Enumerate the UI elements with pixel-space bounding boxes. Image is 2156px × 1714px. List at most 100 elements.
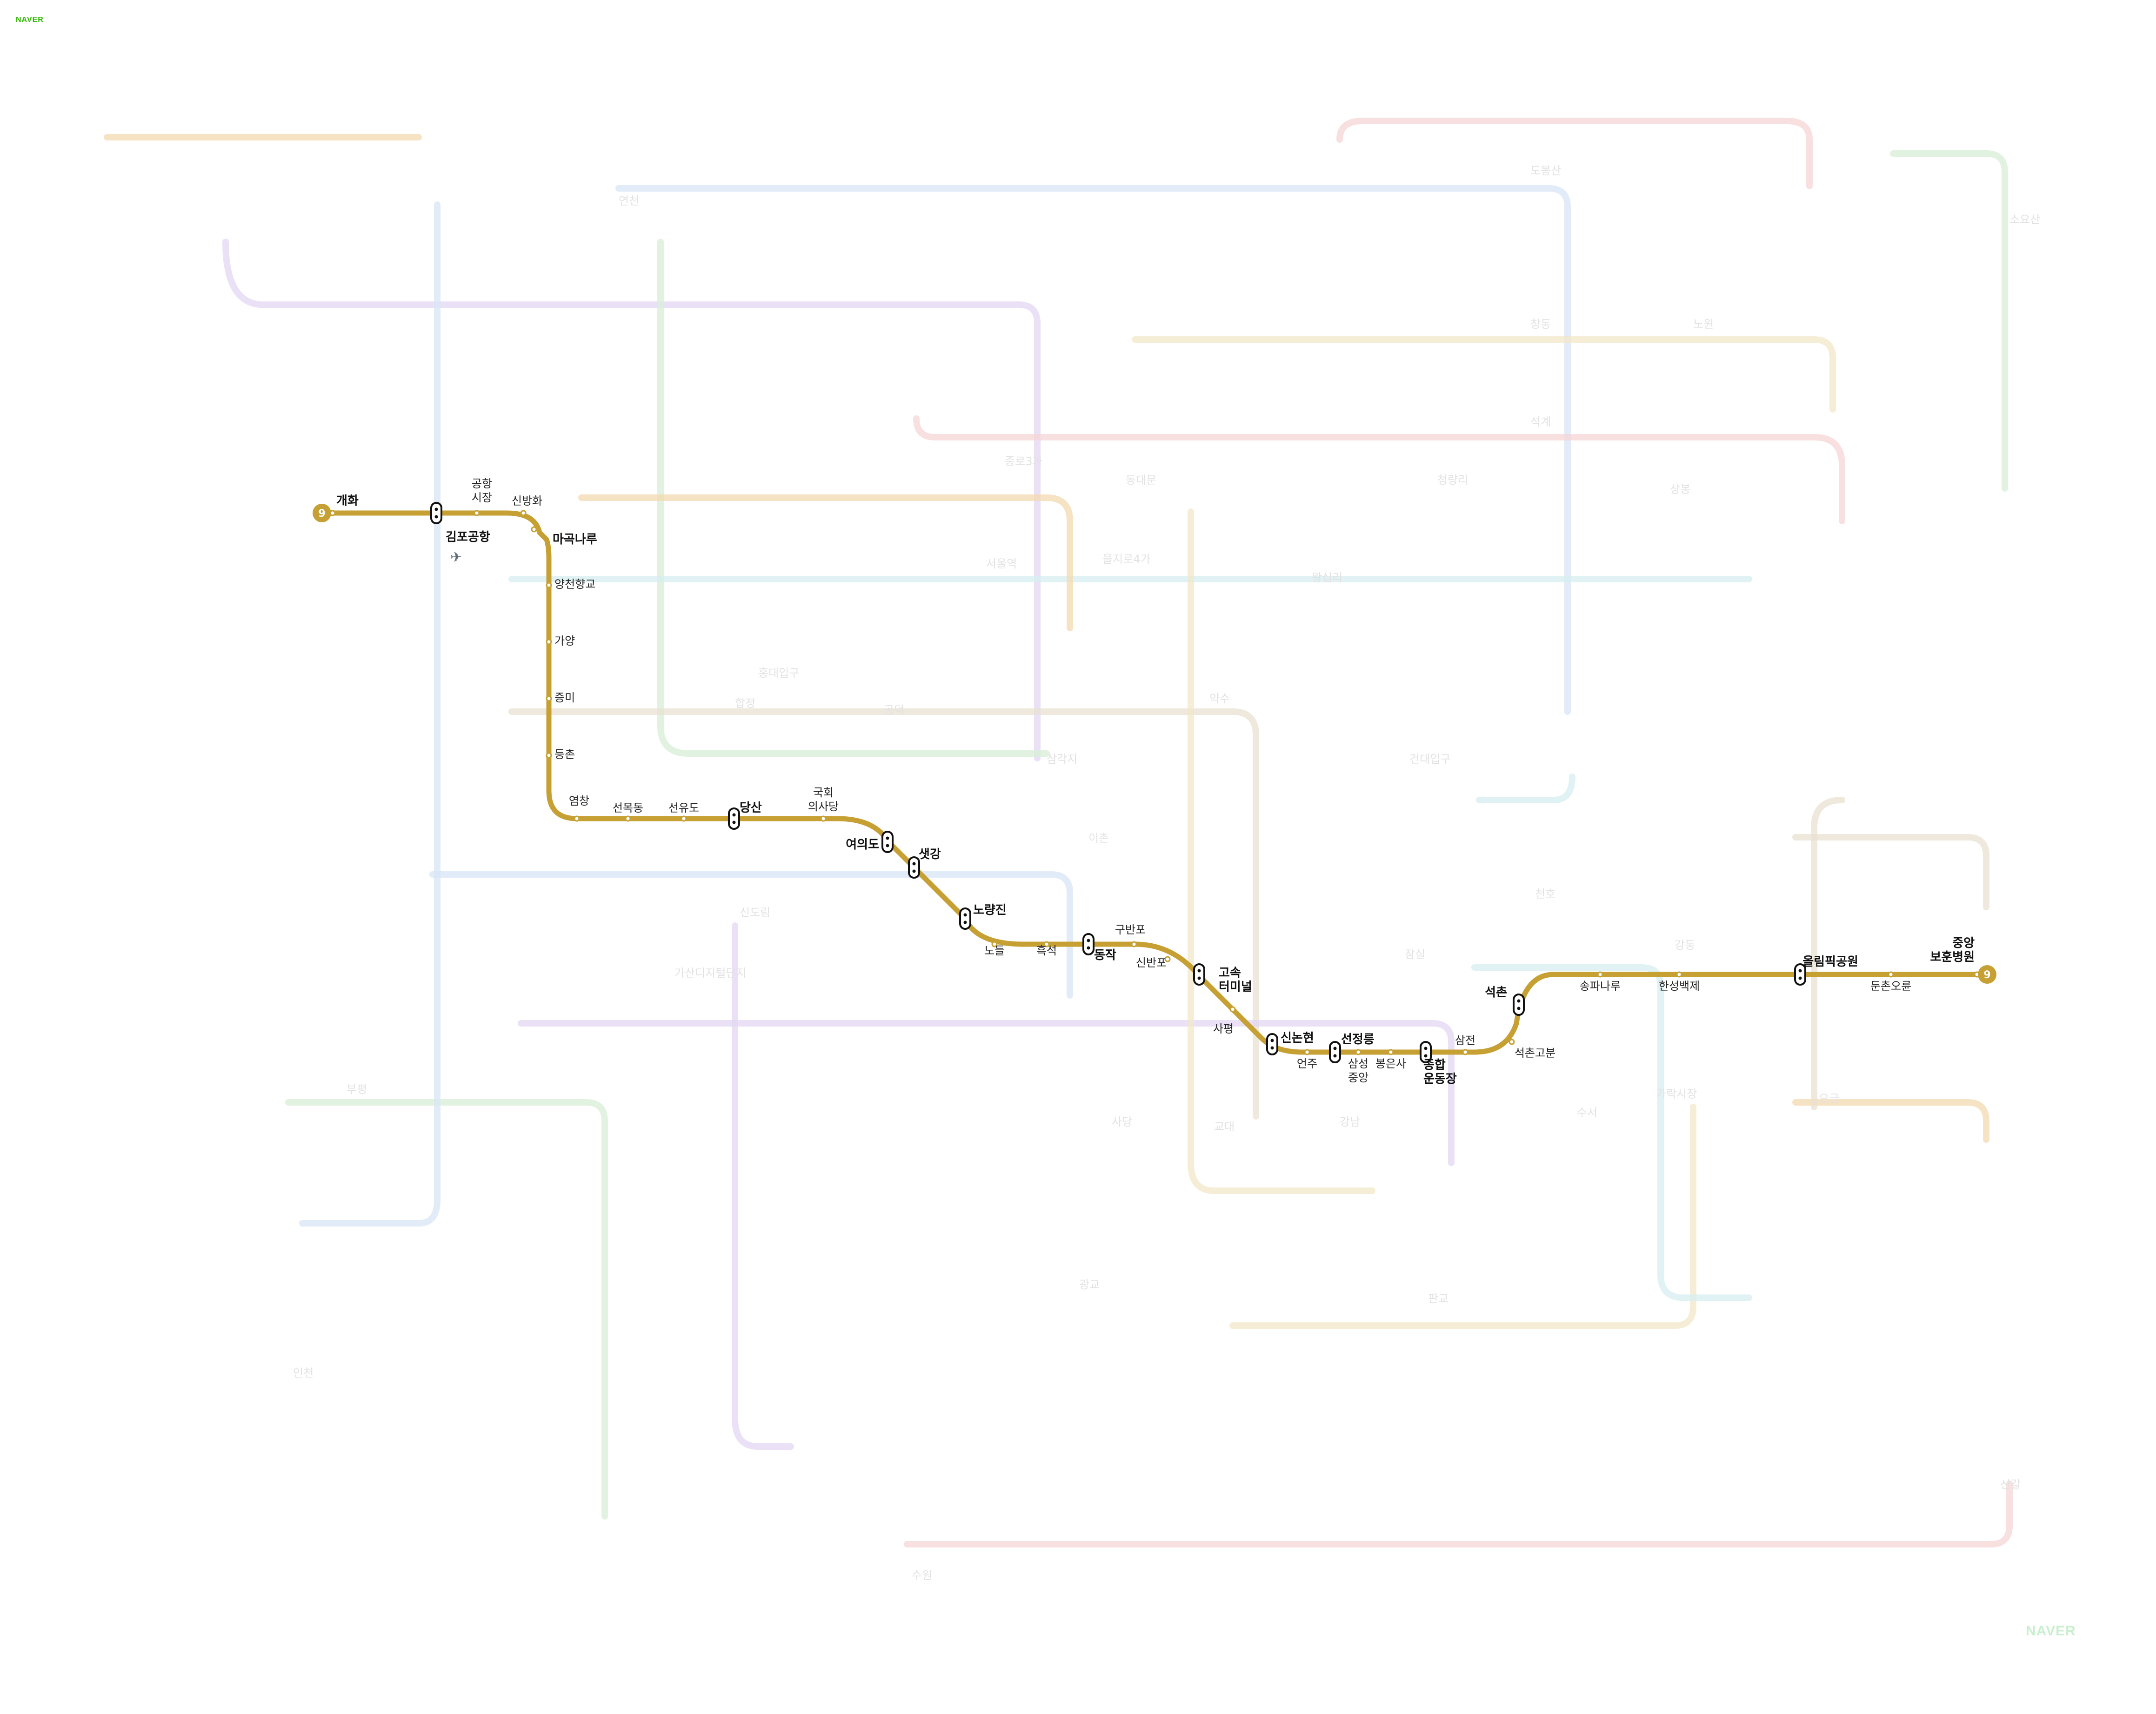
background-line (578, 494, 1073, 631)
background-line (913, 415, 1845, 524)
station-6[interactable]: 가양 (546, 634, 575, 647)
background-station-label: 건대입구 (1409, 753, 1450, 766)
station-label: 선목동 (613, 801, 643, 814)
station-17[interactable]: 노들 (984, 941, 1005, 957)
station-34[interactable]: 한성백제 (1659, 971, 1700, 993)
transfer-station-marker (430, 502, 442, 524)
transfer-station-marker (908, 856, 920, 879)
station-24[interactable]: 신논현 (1266, 1031, 1314, 1055)
station-2[interactable]: 공항 시장 (472, 477, 492, 516)
transfer-dot (1087, 946, 1090, 950)
station-36[interactable]: 둔촌오륜 (1870, 971, 1911, 993)
station-0[interactable]: 개화 (329, 494, 359, 516)
station-dot (1509, 1039, 1515, 1045)
station-dot (681, 815, 687, 822)
station-label: 국회 의사당 (808, 786, 839, 813)
naver-logo-top: NAVER (16, 16, 44, 24)
background-station-label: 천호 (1535, 887, 1555, 900)
station-dot (1304, 1049, 1310, 1055)
station-dot (546, 582, 552, 588)
transfer-dot (886, 836, 889, 840)
station-12[interactable]: 당산 (728, 801, 762, 830)
line-9-badge-end (1978, 965, 1996, 984)
station-label: 여의도 (846, 838, 879, 852)
background-station-label: 수서 (1577, 1106, 1597, 1119)
background-station-label: 수원 (912, 1569, 932, 1582)
station-29[interactable]: 종합 운동장 (1420, 1041, 1457, 1086)
background-station-label: 신도림 (740, 906, 770, 919)
station-label: 한성백제 (1659, 980, 1700, 993)
station-dot (546, 639, 552, 645)
background-station-label: 창동 (1530, 318, 1551, 331)
background-station-label: 연천 (619, 194, 639, 207)
station-32[interactable]: 석촌 (1485, 986, 1525, 1016)
station-label: 동작 (1094, 948, 1116, 962)
transfer-dot (434, 515, 438, 519)
station-33[interactable]: 송파나루 (1580, 971, 1621, 993)
station-label: 사평 (1213, 1022, 1234, 1035)
station-3[interactable]: 신방화 (512, 494, 542, 516)
background-station-label: 왕십리 (1312, 571, 1342, 584)
station-11[interactable]: 선유도 (668, 801, 699, 822)
background-station-label: 노원 (1693, 318, 1714, 331)
station-35[interactable]: 올림픽공원 (1794, 955, 1858, 986)
station-label: 고속 터미널 (1219, 966, 1252, 994)
station-5[interactable]: 양천향교 (546, 578, 595, 591)
transfer-dot (434, 507, 438, 511)
station-21[interactable]: 신반포 (1136, 956, 1171, 969)
background-line (285, 1099, 608, 1520)
station-20[interactable]: 구반포 (1115, 923, 1146, 947)
station-16[interactable]: 노량진 (959, 903, 1007, 930)
station-label: 증미 (554, 691, 575, 704)
station-label: 흑석 (1036, 944, 1057, 957)
station-dot (1164, 956, 1171, 962)
station-9[interactable]: 염창 (569, 794, 589, 822)
transfer-dot (1517, 999, 1521, 1003)
station-8[interactable]: 등촌 (546, 748, 575, 761)
background-station-label: 신갈 (2000, 1478, 2021, 1491)
station-25[interactable]: 언주 (1297, 1049, 1317, 1070)
background-line (429, 871, 1073, 999)
station-18[interactable]: 흑석 (1036, 941, 1057, 957)
background-station-label: 약수 (1209, 692, 1230, 705)
transfer-station-marker (1193, 963, 1205, 986)
background-station-label: 부평 (347, 1083, 367, 1096)
transfer-dot (1333, 1054, 1337, 1058)
line-9-badges: 9 9 (313, 504, 1996, 984)
transfer-dot (963, 913, 967, 917)
station-7[interactable]: 증미 (546, 691, 575, 704)
station-22[interactable]: 고속 터미널 (1193, 963, 1252, 994)
station-23[interactable]: 사평 (1213, 1006, 1236, 1035)
station-label: 가양 (554, 634, 575, 647)
station-14[interactable]: 여의도 (846, 831, 894, 853)
background-station-label: 인천 (293, 1367, 314, 1380)
station-label: 선유도 (668, 801, 699, 814)
station-label: 올림픽공원 (1802, 955, 1858, 969)
station-28[interactable]: 봉은사 (1375, 1049, 1406, 1070)
station-label: 석촌 (1485, 986, 1507, 1000)
station-4[interactable]: 마곡나루 (531, 526, 597, 547)
station-13[interactable]: 국회 의사당 (808, 786, 839, 822)
station-26[interactable]: 선정릉 (1329, 1033, 1375, 1063)
station-15[interactable]: 샛강 (908, 847, 941, 879)
background-line (1792, 1099, 1989, 1143)
station-dot (1131, 941, 1137, 947)
background-station-label: 가산디지털단지 (674, 967, 747, 980)
line-9-badge-end-number: 9 (1983, 969, 1990, 981)
station-label: 송파나루 (1580, 980, 1621, 993)
station-19[interactable]: 동작 (1082, 933, 1116, 962)
station-10[interactable]: 선목동 (613, 801, 643, 822)
station-37[interactable]: 중앙 보훈병원 (1930, 936, 1980, 978)
station-30[interactable]: 삼전 (1455, 1034, 1475, 1055)
station-label: 중앙 보훈병원 (1930, 936, 1975, 964)
station-31[interactable]: 석촌고분 (1509, 1039, 1555, 1060)
background-station-label: 종로3가 (1005, 455, 1043, 468)
station-1[interactable]: 김포공항 ✈ (430, 502, 490, 566)
transfer-station-marker (959, 907, 971, 930)
transfer-dot (1424, 1047, 1428, 1050)
background-station-label: 석계 (1530, 415, 1551, 428)
station-label: 김포공항 (446, 530, 490, 544)
station-27[interactable]: 삼성 중앙 (1348, 1049, 1368, 1084)
background-station-label: 교대 (1214, 1120, 1235, 1133)
